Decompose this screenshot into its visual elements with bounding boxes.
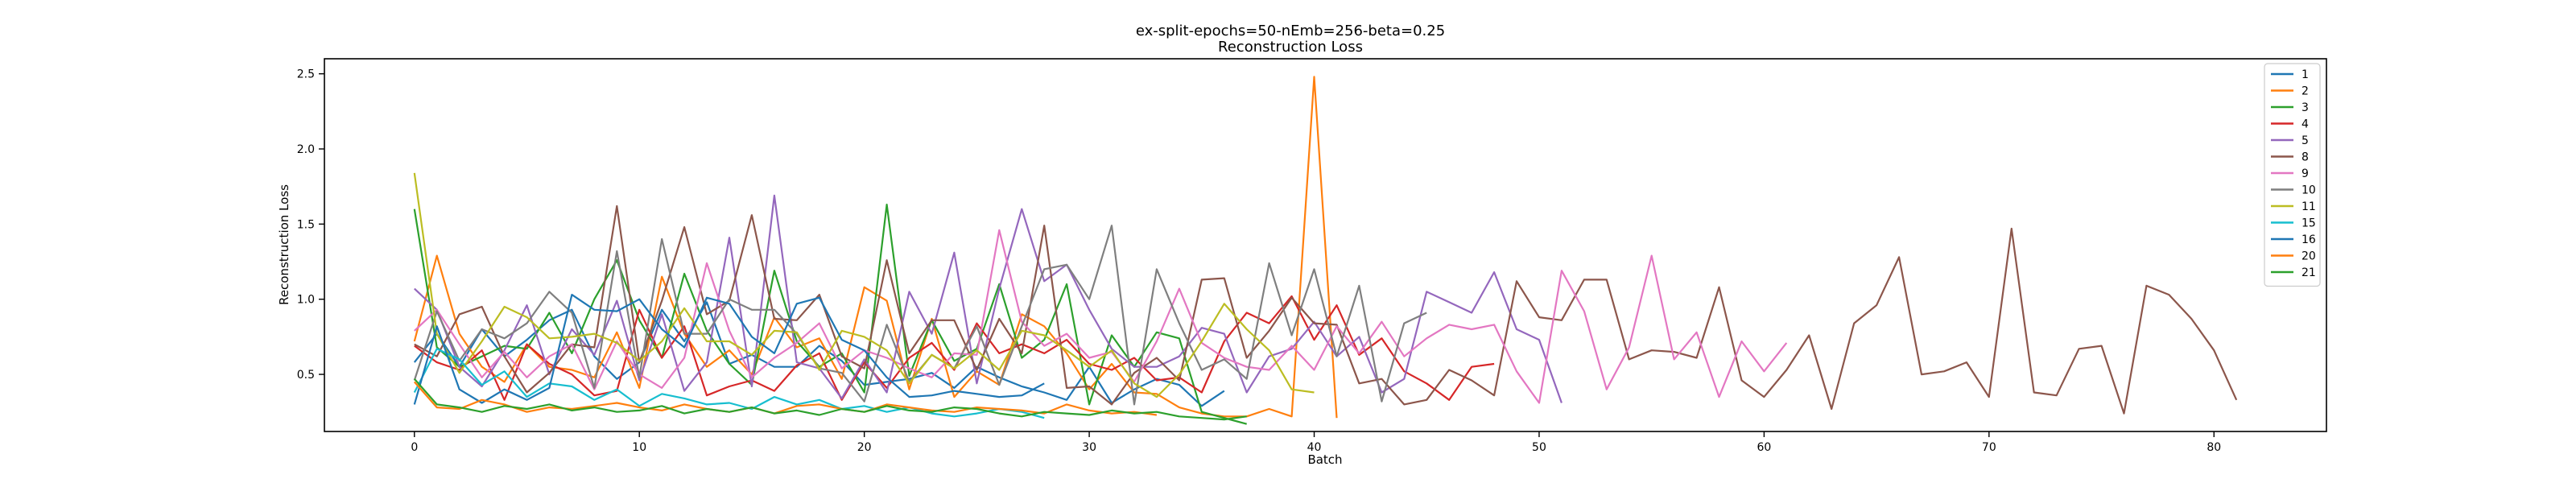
x-tick-label: 60 bbox=[1757, 441, 1771, 454]
y-ticks: 0.5 1.0 1.5 2.0 2.5 bbox=[297, 68, 324, 382]
legend-label-21: 21 bbox=[2301, 266, 2316, 279]
x-tick-label: 80 bbox=[2207, 441, 2221, 454]
series-line-21 bbox=[413, 378, 1247, 421]
x-tick-label: 0 bbox=[411, 441, 418, 454]
series-line-9 bbox=[414, 229, 1788, 404]
legend-label-16: 16 bbox=[2301, 233, 2316, 246]
series-line-16 bbox=[413, 294, 1045, 405]
series-line-20 bbox=[413, 381, 1158, 416]
x-tick-label: 30 bbox=[1082, 441, 1096, 454]
plot-lines bbox=[413, 76, 2238, 425]
legend: 1 2 3 4 5 8 9 10 11 15 16 20 21 bbox=[2264, 63, 2321, 287]
chart-subtitle: Reconstruction Loss bbox=[1218, 39, 1363, 56]
series-line-4 bbox=[414, 295, 1495, 401]
legend-label-11: 11 bbox=[2301, 200, 2316, 213]
chart-title: ex-split-epochs=50-nEmb=256-beta=0.25 bbox=[1136, 23, 1445, 39]
x-tick-label: 10 bbox=[632, 441, 646, 454]
legend-label-20: 20 bbox=[2301, 250, 2316, 263]
legend-label-9: 9 bbox=[2301, 167, 2309, 180]
legend-label-4: 4 bbox=[2301, 118, 2309, 131]
y-axis-label: Reconstruction Loss bbox=[277, 184, 291, 305]
legend-box bbox=[2264, 63, 2321, 287]
legend-label-8: 8 bbox=[2301, 151, 2309, 164]
legend-label-2: 2 bbox=[2301, 85, 2309, 98]
series-line-15 bbox=[413, 348, 1045, 419]
y-tick-label: 1.0 bbox=[297, 294, 315, 307]
x-tick-label: 70 bbox=[1982, 441, 1996, 454]
series-line-5 bbox=[414, 194, 1563, 403]
legend-label-10: 10 bbox=[2301, 184, 2316, 197]
legend-label-1: 1 bbox=[2301, 68, 2309, 81]
legend-label-5: 5 bbox=[2301, 134, 2309, 147]
series-line-11 bbox=[413, 172, 1315, 398]
y-tick-label: 1.5 bbox=[297, 218, 315, 231]
y-tick-label: 2.0 bbox=[297, 143, 315, 156]
x-tick-label: 20 bbox=[857, 441, 872, 454]
x-tick-label: 40 bbox=[1307, 441, 1322, 454]
x-axis-label: Batch bbox=[1307, 452, 1342, 467]
legend-label-3: 3 bbox=[2301, 101, 2309, 114]
y-tick-label: 2.5 bbox=[297, 68, 315, 81]
legend-label-15: 15 bbox=[2301, 217, 2316, 230]
x-ticks: 0 10 20 30 40 50 60 70 80 bbox=[411, 431, 2221, 454]
series-line-3 bbox=[413, 204, 1247, 425]
y-tick-label: 0.5 bbox=[297, 369, 315, 382]
plot-frame bbox=[324, 58, 2327, 432]
x-tick-label: 50 bbox=[1532, 441, 1546, 454]
series-line-8 bbox=[414, 204, 2238, 415]
